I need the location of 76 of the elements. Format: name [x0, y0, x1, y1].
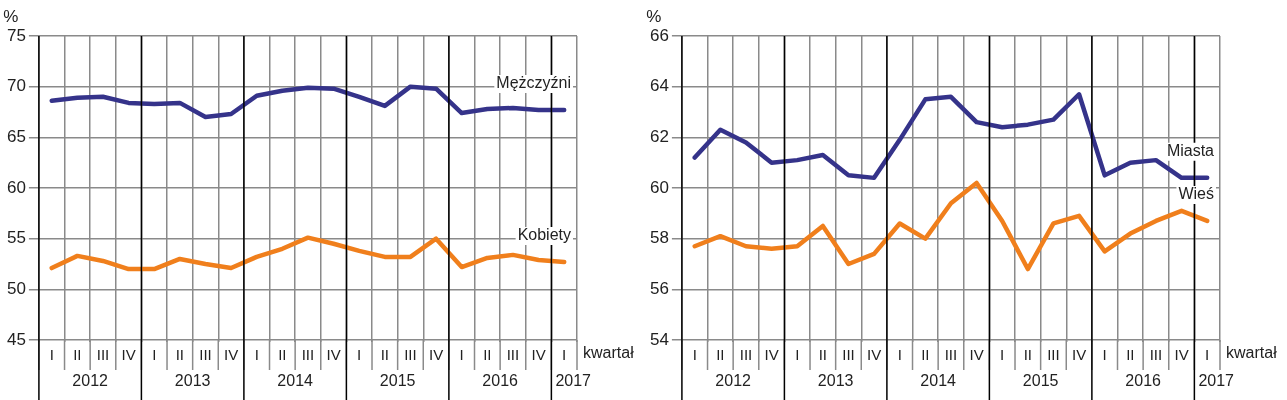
x-tick-label: III — [404, 346, 417, 364]
y-tick-label: 54 — [649, 329, 669, 349]
x-tick-label: I — [795, 346, 800, 364]
x-axis-title: kwartał — [1226, 344, 1278, 362]
x-tick-label: III — [301, 346, 315, 364]
text: 2016 — [482, 372, 519, 390]
x-tick-label: IV — [1174, 346, 1189, 364]
x-tick-label: II — [921, 346, 930, 364]
x-tick-label: III — [739, 346, 753, 364]
text: 2015 — [1022, 372, 1059, 390]
x-tick-label: III — [944, 346, 958, 364]
x-tick-label: IV — [428, 346, 444, 364]
x-tick-label: I — [49, 346, 54, 364]
y-tick-label: 64 — [649, 76, 669, 96]
x-tick-label: II — [380, 346, 389, 364]
y-tick-label: 75 — [6, 25, 26, 45]
text: 2012 — [72, 372, 109, 390]
text: 2013 — [174, 372, 211, 390]
y-tick-label: 65 — [6, 127, 26, 147]
series-label: Miasta — [1166, 142, 1215, 160]
x-tick-label: IV — [326, 346, 341, 364]
x-tick-label: I — [1205, 346, 1210, 364]
text: 2017 — [555, 372, 592, 390]
x-tick-label: I — [897, 346, 902, 364]
text: 2016 — [1125, 372, 1162, 390]
x-tick-label: I — [562, 346, 567, 364]
x-tick-label: IV — [121, 346, 136, 364]
series-label: Kobiety — [517, 226, 571, 244]
x-tick-label: II — [483, 346, 492, 364]
y-tick-label: 50 — [6, 279, 26, 299]
x-tick-label: IV — [531, 346, 546, 364]
text: 2015 — [379, 372, 416, 390]
x-tick-label: I — [459, 346, 464, 364]
x-tick-label: II — [73, 346, 82, 364]
x-tick-label: III — [1149, 346, 1163, 364]
x-tick-label: II — [716, 346, 725, 364]
x-tick-label: IV — [1071, 346, 1087, 364]
x-tick-label: II — [175, 346, 185, 364]
y-axis-title: % — [3, 7, 19, 27]
x-tick-label: I — [357, 346, 362, 364]
x-axis-title: kwartał — [583, 344, 635, 362]
x-tick-label: III — [842, 346, 855, 364]
y-tick-label: 70 — [6, 76, 26, 96]
x-tick-label: I — [1000, 346, 1005, 364]
x-tick-label: I — [1102, 346, 1107, 364]
series-label: Wieś — [1178, 185, 1214, 203]
x-tick-label: I — [692, 346, 697, 364]
y-tick-label: 62 — [649, 127, 669, 147]
text: 2017 — [1198, 372, 1235, 390]
y-tick-label: 58 — [649, 228, 669, 248]
x-tick-label: II — [1126, 346, 1135, 364]
y-tick-label: 60 — [649, 177, 669, 197]
y-tick-label: 56 — [649, 279, 669, 299]
x-tick-label: III — [506, 346, 520, 364]
x-tick-label: IV — [969, 346, 984, 364]
x-tick-label: IV — [866, 346, 882, 364]
x-tick-label: II — [278, 346, 287, 364]
x-tick-label: II — [1023, 346, 1032, 364]
x-tick-label: I — [152, 346, 157, 364]
text: 2013 — [817, 372, 854, 390]
y-tick-label: 60 — [6, 177, 26, 197]
x-tick-label: IV — [764, 346, 779, 364]
y-tick-label: 55 — [6, 228, 26, 248]
x-tick-label: I — [254, 346, 259, 364]
x-tick-label: II — [818, 346, 828, 364]
text: 2012 — [715, 372, 752, 390]
series-label: Mężczyźni — [496, 74, 571, 92]
y-tick-label: 45 — [6, 329, 26, 349]
x-tick-label: III — [96, 346, 110, 364]
text: 2014 — [277, 372, 314, 390]
x-tick-label: III — [1047, 346, 1060, 364]
y-axis-title: % — [646, 7, 662, 27]
x-tick-label: IV — [223, 346, 239, 364]
y-tick-label: 66 — [649, 25, 669, 45]
text: 2014 — [920, 372, 957, 390]
x-tick-label: III — [199, 346, 212, 364]
